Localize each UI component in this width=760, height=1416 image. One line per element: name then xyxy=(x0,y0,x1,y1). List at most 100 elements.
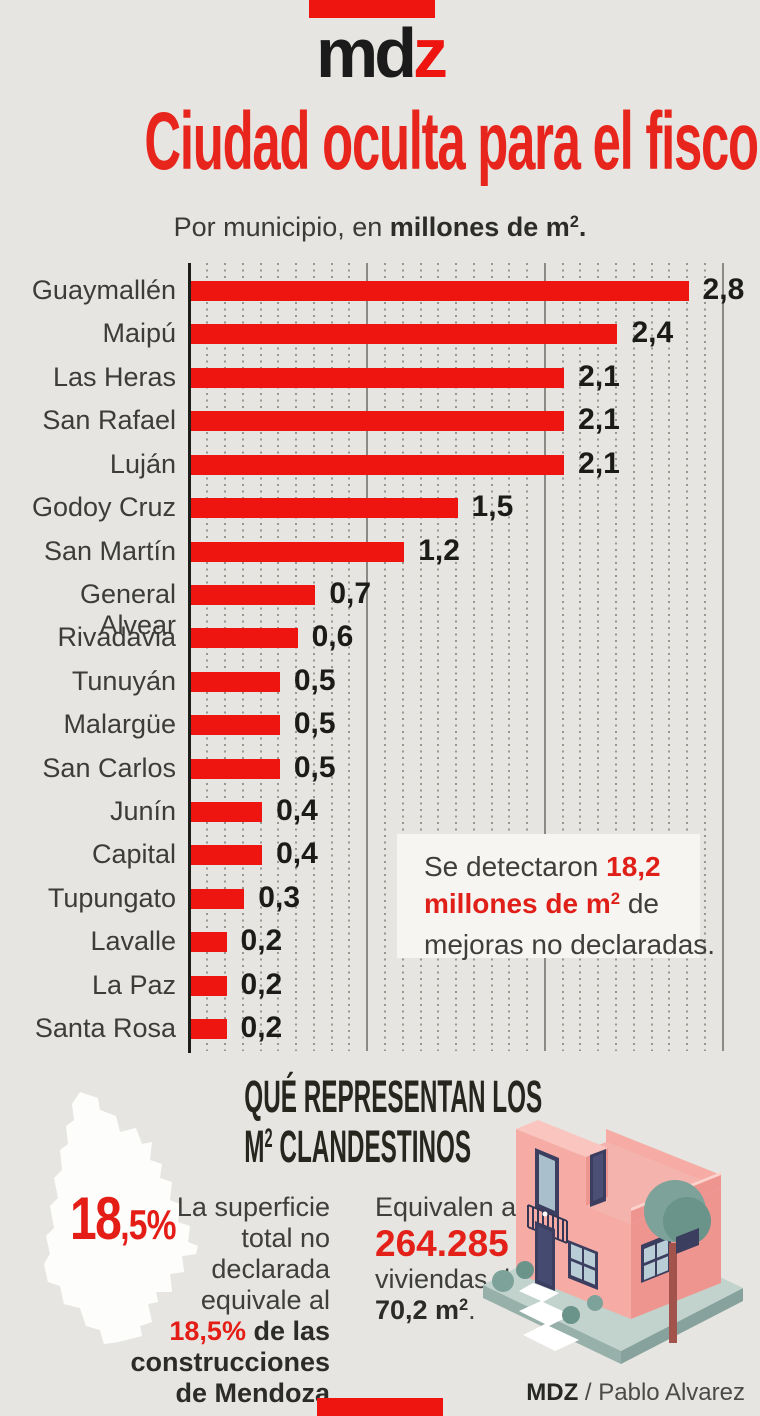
bar-label: La Paz xyxy=(91,969,176,1000)
grid-line-minor xyxy=(472,263,475,1051)
grid-line-major xyxy=(366,263,369,1051)
bar-label: San Carlos xyxy=(42,752,176,783)
bar-value: 0,4 xyxy=(276,837,318,871)
chart-axis xyxy=(188,263,191,1053)
bar xyxy=(191,671,280,692)
grid-line-minor xyxy=(401,263,404,1051)
grid-line-minor xyxy=(437,263,440,1051)
grid-line-minor xyxy=(579,263,582,1051)
bar-value: 2,1 xyxy=(578,359,620,393)
bushes xyxy=(492,1261,603,1324)
bar-value: 0,2 xyxy=(240,967,283,1001)
grid-line-major xyxy=(721,263,724,1051)
mdz-logo: mdz xyxy=(0,16,760,90)
bar-label: Malargüe xyxy=(63,709,176,740)
grid-line-minor xyxy=(348,263,351,1051)
grid-line-minor xyxy=(259,263,262,1051)
bar xyxy=(191,758,280,779)
grid-line-minor xyxy=(383,263,386,1051)
bar-label: Luján xyxy=(109,448,176,479)
grid-line-minor xyxy=(508,263,511,1051)
bar-value: 2,1 xyxy=(578,403,620,437)
bar xyxy=(191,454,565,475)
chart-subtitle: Por municipio, en millones de m2. xyxy=(173,212,587,242)
grid-line-minor xyxy=(241,263,244,1051)
bar xyxy=(191,845,263,866)
grid-line-minor xyxy=(224,263,227,1051)
logo-md: md xyxy=(316,14,417,92)
bar xyxy=(191,584,316,605)
annotation-line3: mejoras no declaradas. xyxy=(424,929,716,960)
grid-line-minor xyxy=(455,263,458,1051)
bar-value: 0,2 xyxy=(240,1011,283,1045)
grid-line-minor xyxy=(277,263,280,1051)
bar xyxy=(191,324,618,345)
annotation-line1: Se detectaron 18,2 xyxy=(424,851,661,882)
grid-line-minor xyxy=(526,263,529,1051)
bottom-red-bar xyxy=(317,1398,443,1416)
bar-label: Capital xyxy=(91,839,176,870)
bar-value: 1,2 xyxy=(418,533,460,567)
bar-value: 2,4 xyxy=(631,316,674,350)
birdhouse xyxy=(676,1228,699,1254)
path-walkway xyxy=(519,1283,579,1351)
bar-label: Maipú xyxy=(102,318,176,349)
bar-value: 0,5 xyxy=(293,663,336,697)
tree xyxy=(644,1180,711,1343)
bar xyxy=(191,1019,227,1040)
grid-line-minor xyxy=(490,263,493,1051)
bar xyxy=(191,715,280,736)
grid-line-minor xyxy=(561,263,564,1051)
annotation-box: Se detectaron 18,2 millones de m2 de mej… xyxy=(397,834,715,960)
bar-value: 0,4 xyxy=(276,794,318,828)
grid-line-minor xyxy=(295,263,298,1051)
bar xyxy=(191,932,227,953)
bar xyxy=(191,411,565,432)
bar-label: Tunuyán xyxy=(71,665,176,696)
bar-value: 2,8 xyxy=(702,273,745,306)
bar-label: San Martín xyxy=(43,535,176,566)
bar-value: 0,5 xyxy=(293,707,336,741)
bar-value: 1,5 xyxy=(471,490,514,524)
grid-line-minor xyxy=(597,263,600,1051)
grid-line-minor xyxy=(668,263,671,1051)
section-heading: QUÉ REPRESENTAN LOS M2 CLANDESTINOS xyxy=(244,1072,542,1178)
author-credit: MDZ / Pablo Alvarez xyxy=(526,1379,745,1406)
dwellings-count: 264.285 xyxy=(375,1223,509,1264)
bar-value: 0,6 xyxy=(311,620,354,654)
house-illustration-svg xyxy=(483,1120,743,1364)
bar-label: Tupungato xyxy=(47,882,176,913)
bar-label: General Alvear xyxy=(79,578,176,640)
bar-label: Godoy Cruz xyxy=(31,492,176,523)
bar xyxy=(191,367,565,388)
grid-line-minor xyxy=(206,263,209,1051)
bar xyxy=(191,802,263,823)
house-illustration xyxy=(483,1093,760,1365)
bar xyxy=(191,628,298,649)
mendoza-map-svg xyxy=(44,1092,198,1344)
bar xyxy=(191,888,245,909)
grid-line-minor xyxy=(419,263,422,1051)
grid-line-minor xyxy=(632,263,635,1051)
bar-label: Santa Rosa xyxy=(34,1013,176,1044)
bar-value: 0,7 xyxy=(329,576,372,610)
section-heading-line2: M2 CLANDESTINOS xyxy=(244,1121,472,1172)
top-red-bar xyxy=(309,0,435,18)
bar-label: Rivadavia xyxy=(57,622,176,653)
annotation-line2: millones de m2 de xyxy=(424,888,659,919)
bar-label: Lavalle xyxy=(90,926,176,957)
grid-line-major xyxy=(543,263,546,1051)
bar-value: 0,2 xyxy=(240,924,283,958)
bar xyxy=(191,281,689,301)
bar-value: 0,3 xyxy=(258,880,301,914)
house-openings xyxy=(527,1148,671,1291)
bar-value: 2,1 xyxy=(578,446,620,480)
logo-z: z xyxy=(413,14,448,92)
grid-line-minor xyxy=(614,263,617,1051)
bar-label: San Rafael xyxy=(42,405,176,436)
bar xyxy=(191,498,458,519)
grid-line-minor xyxy=(703,263,706,1051)
bar xyxy=(191,541,405,562)
mendoza-map xyxy=(18,1084,213,1354)
